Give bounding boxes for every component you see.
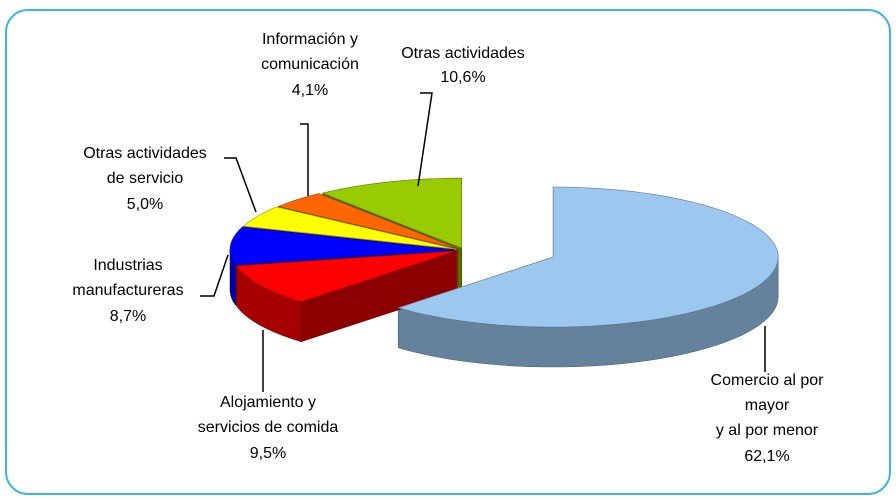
value-label: 62,1% xyxy=(744,448,789,465)
label-line: manufactureras xyxy=(72,282,183,299)
label-line: Industrias xyxy=(93,257,162,274)
slice xyxy=(277,193,459,249)
leader-line xyxy=(200,254,229,297)
label-line: de servicio xyxy=(107,170,184,187)
label-line: Comercio al por xyxy=(711,372,825,389)
slice xyxy=(242,206,457,250)
label-line: mayor xyxy=(745,397,790,414)
slice-label: Otras actividades de servicio xyxy=(83,145,207,187)
label-line: Alojamiento y xyxy=(220,394,316,411)
slice-label: Industrias manufactureras xyxy=(72,257,183,299)
slice xyxy=(235,250,457,303)
value-label: 8,7% xyxy=(110,308,146,325)
label-line: y al por menor xyxy=(716,422,819,439)
slice-label: Comercio al por mayor y al por menor xyxy=(711,372,825,439)
slice-label: Alojamiento y servicios de comida xyxy=(198,394,339,436)
slice xyxy=(397,186,779,328)
label-line: servicios de comida xyxy=(198,419,339,436)
leader-line xyxy=(417,92,433,187)
label-line: Otras actividades xyxy=(401,45,525,62)
leader-line xyxy=(224,157,257,213)
slice xyxy=(321,177,462,249)
value-label: 10,6% xyxy=(440,69,485,86)
label-line: comunicación xyxy=(261,56,359,73)
value-label: 5,0% xyxy=(127,196,163,213)
slice-label: Información y comunicación xyxy=(261,31,359,73)
value-label: 4,1% xyxy=(292,82,328,99)
leader-line xyxy=(300,123,309,196)
value-label: 9,5% xyxy=(250,445,286,462)
label-line: Información y xyxy=(262,31,358,48)
slice-label: Otras actividades xyxy=(401,45,525,62)
label-line: Otras actividades xyxy=(83,145,207,162)
slice xyxy=(229,226,456,266)
